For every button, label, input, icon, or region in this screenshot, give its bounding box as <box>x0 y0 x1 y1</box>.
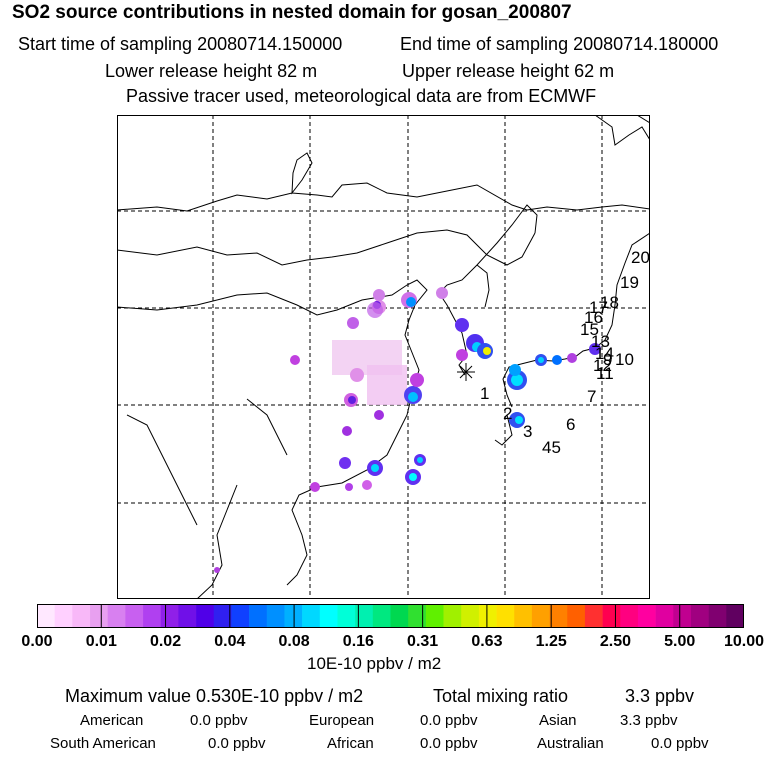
site-label: 15 <box>580 320 599 339</box>
colorbar-cell <box>372 604 391 628</box>
site-label: 13 <box>591 332 610 351</box>
colorbar-tick-label: 1.25 <box>535 633 567 650</box>
site-label: 9 <box>603 350 612 369</box>
colorbar-cell <box>496 604 515 628</box>
receptor-marker <box>457 363 475 381</box>
site-label: 16 <box>584 308 603 327</box>
colorbar-cell <box>514 604 533 628</box>
colorbar-tick-label: 0.01 <box>85 633 117 650</box>
colorbar-cell <box>284 604 303 628</box>
colorbar-tick-label: 0.63 <box>471 633 503 650</box>
colorbar-cell <box>266 604 285 628</box>
european-value: 0.0 ppbv <box>420 712 478 729</box>
south-american-value: 0.0 ppbv <box>208 735 266 752</box>
colorbar-cell <box>549 604 568 628</box>
colorbar-cell <box>637 604 656 628</box>
colorbar-cell <box>478 604 497 628</box>
african-value: 0.0 ppbv <box>420 735 478 752</box>
colorbar-cell <box>302 604 321 628</box>
colorbar-tick-label: 0.00 <box>21 633 53 650</box>
asian-value: 3.3 ppbv <box>620 712 678 729</box>
start-time: Start time of sampling 20080714.150000 <box>18 34 343 54</box>
colorbar-cell <box>602 604 621 628</box>
colorbar-cell <box>708 604 727 628</box>
colorbar-cell <box>54 604 73 628</box>
colorbar-cell <box>620 604 639 628</box>
site-label: 18 <box>600 293 619 312</box>
lower-release-height: Lower release height 82 m <box>105 61 318 81</box>
end-time: End time of sampling 20080714.180000 <box>400 34 719 54</box>
tracer-note: Passive tracer used, meteorological data… <box>126 86 597 106</box>
colorbar-tick-label: 0.02 <box>149 633 182 650</box>
colorbar-tick-label: 5.00 <box>664 633 696 650</box>
colorbar-cell <box>37 604 55 628</box>
site-label: 17 <box>589 298 608 317</box>
colorbar-cell <box>160 604 179 628</box>
colorbar-cell <box>107 604 126 628</box>
colorbar-cell <box>531 604 550 628</box>
site-label: 45 <box>542 438 561 457</box>
colorbar-cell <box>690 604 709 628</box>
site-label: 11 <box>596 364 614 383</box>
colorbar-tick-label: 10.00 <box>723 633 765 650</box>
colorbar-unit: 10E-10 ppbv / m2 <box>307 654 442 673</box>
colorbar-cell <box>72 604 91 628</box>
site-label: 12 <box>593 356 612 375</box>
colorbar-cell <box>726 604 744 628</box>
site-label: 2 <box>503 404 512 423</box>
site-label: 3 <box>523 422 532 441</box>
colorbar <box>37 604 744 628</box>
colorbar-cell <box>443 604 462 628</box>
colorbar-cell <box>143 604 162 628</box>
page-title: SO2 source contributions in nested domai… <box>12 2 572 23</box>
map-coastlines <box>117 115 650 599</box>
colorbar-tick-label: 0.16 <box>342 633 374 650</box>
european-label: European <box>309 712 375 729</box>
colorbar-tick-label: 0.31 <box>407 633 439 650</box>
colorbar-cell <box>425 604 444 628</box>
colorbar-cell <box>213 604 232 628</box>
colorbar-cell <box>196 604 215 628</box>
site-label: 1 <box>480 384 489 403</box>
american-value: 0.0 ppbv <box>190 712 248 729</box>
tracer-plumes <box>214 287 601 573</box>
colorbar-cell <box>249 604 268 628</box>
colorbar-cell <box>178 604 197 628</box>
australian-label: Australian <box>537 735 604 752</box>
site-label: 19 <box>620 273 639 292</box>
asian-label: Asian <box>539 712 577 729</box>
site-label: 6 <box>566 415 575 434</box>
colorbar-cell <box>655 604 674 628</box>
colorbar-cell <box>125 604 144 628</box>
colorbar-cell <box>355 604 374 628</box>
site-label: 7 <box>587 387 596 406</box>
colorbar-cell <box>390 604 409 628</box>
maximum-value: Maximum value 0.530E-10 ppbv / m2 <box>65 686 364 706</box>
colorbar-tick-label: 0.08 <box>278 633 310 650</box>
colorbar-cell <box>461 604 480 628</box>
colorbar-cell <box>584 604 603 628</box>
african-label: African <box>327 735 374 752</box>
site-label: 14 <box>595 344 614 363</box>
colorbar-cell <box>408 604 427 628</box>
site-label: 10 <box>615 350 634 369</box>
colorbar-tick-label: 2.50 <box>599 633 632 650</box>
upper-release-height: Upper release height 62 m <box>402 61 615 81</box>
colorbar-cell <box>319 604 338 628</box>
australian-value: 0.0 ppbv <box>651 735 709 752</box>
colorbar-cell <box>673 604 692 628</box>
total-mixing-value: 3.3 ppbv <box>625 686 695 706</box>
colorbar-tick-label: 0.04 <box>214 633 246 650</box>
south-american-label: South American <box>50 735 156 752</box>
colorbar-cell <box>337 604 356 628</box>
american-label: American <box>80 712 144 729</box>
colorbar-cell <box>90 604 109 628</box>
total-mixing-label: Total mixing ratio <box>433 686 569 706</box>
colorbar-cell <box>567 604 586 628</box>
site-label: 20 <box>631 248 650 267</box>
colorbar-cell <box>231 604 250 628</box>
